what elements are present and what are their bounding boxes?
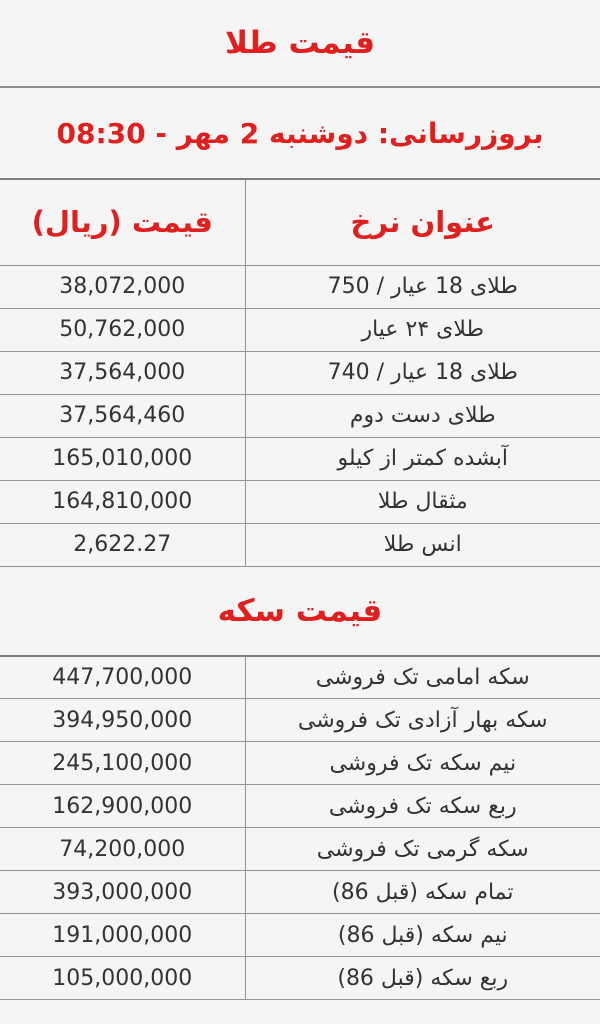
- price-cell: 74,200,000: [0, 827, 245, 871]
- price-cell: 245,100,000: [0, 741, 245, 785]
- update-bar: بروزرسانی: دوشنبه 2 مهر - 08:30: [0, 88, 600, 178]
- price-cell: 2,622.27: [0, 522, 245, 567]
- price-cell: 37,564,460: [0, 393, 245, 438]
- table-row: طلای دست دوم 37,564,460: [0, 393, 600, 438]
- price-cell: 393,000,000: [0, 870, 245, 914]
- rate-title-cell: طلای 18 عیار / 750: [244, 264, 600, 309]
- coin-section-title: قیمت سکه: [217, 592, 383, 629]
- price-cell: 162,900,000: [0, 784, 245, 828]
- table-row: سکه گرمی تک فروشی 74,200,000: [0, 827, 600, 871]
- price-cell: 394,950,000: [0, 698, 245, 742]
- price-cell: 164,810,000: [0, 479, 245, 524]
- rate-title-cell: نیم سکه تک فروشی: [244, 741, 600, 785]
- coin-section-header: قیمت سکه: [0, 567, 600, 655]
- table-row: آبشده کمتر از کیلو 165,010,000: [0, 436, 600, 481]
- rate-title-cell: طلای ۲۴ عیار: [244, 307, 600, 352]
- rate-title-cell: ربع سکه (قبل 86): [244, 956, 600, 1000]
- rate-title-cell: نیم سکه (قبل 86): [244, 913, 600, 957]
- column-header-rate-title: عنوان نرخ: [244, 178, 600, 266]
- rate-title-cell: تمام سکه (قبل 86): [244, 870, 600, 914]
- table-row: مثقال طلا 164,810,000: [0, 479, 600, 524]
- price-cell: 165,010,000: [0, 436, 245, 481]
- gold-table-header-row: عنوان نرخ قیمت (ریال): [0, 178, 600, 266]
- rate-title-cell: آبشده کمتر از کیلو: [244, 436, 600, 481]
- table-row: سکه امامی تک فروشی 447,700,000: [0, 655, 600, 699]
- gold-price-table: عنوان نرخ قیمت (ریال) طلای 18 عیار / 750…: [0, 178, 600, 567]
- update-timestamp: بروزرسانی: دوشنبه 2 مهر - 08:30: [56, 116, 544, 150]
- rate-title-cell: طلای 18 عیار / 740: [244, 350, 600, 395]
- rate-title-cell: سکه امامی تک فروشی: [244, 655, 600, 699]
- table-row: طلای 18 عیار / 750 38,072,000: [0, 264, 600, 309]
- price-cell: 38,072,000: [0, 264, 245, 309]
- table-row: تمام سکه (قبل 86) 393,000,000: [0, 870, 600, 914]
- price-cell: 50,762,000: [0, 307, 245, 352]
- rate-title-cell: مثقال طلا: [244, 479, 600, 524]
- coin-price-table: سکه امامی تک فروشی 447,700,000 سکه بهار …: [0, 654, 600, 1000]
- table-row: ربع سکه تک فروشی 162,900,000: [0, 784, 600, 828]
- page-header: قیمت طلا: [0, 0, 600, 88]
- table-row: سکه بهار آزادی تک فروشی 394,950,000: [0, 698, 600, 742]
- rate-title-cell: انس طلا: [244, 522, 600, 567]
- page-title: قیمت طلا: [224, 25, 376, 61]
- table-row: نیم سکه (قبل 86) 191,000,000: [0, 913, 600, 957]
- price-cell: 191,000,000: [0, 913, 245, 957]
- table-row: طلای 18 عیار / 740 37,564,000: [0, 350, 600, 395]
- rate-title-cell: سکه گرمی تک فروشی: [244, 827, 600, 871]
- price-cell: 37,564,000: [0, 350, 245, 395]
- rate-title-cell: طلای دست دوم: [244, 393, 600, 438]
- table-row: ربع سکه (قبل 86) 105,000,000: [0, 956, 600, 1000]
- table-row: طلای ۲۴ عیار 50,762,000: [0, 307, 600, 352]
- column-header-price: قیمت (ریال): [0, 178, 245, 266]
- rate-title-cell: ربع سکه تک فروشی: [244, 784, 600, 828]
- price-cell: 447,700,000: [0, 655, 245, 699]
- table-row: نیم سکه تک فروشی 245,100,000: [0, 741, 600, 785]
- rate-title-cell: سکه بهار آزادی تک فروشی: [244, 698, 600, 742]
- table-row: انس طلا 2,622.27: [0, 522, 600, 567]
- price-cell: 105,000,000: [0, 956, 245, 1000]
